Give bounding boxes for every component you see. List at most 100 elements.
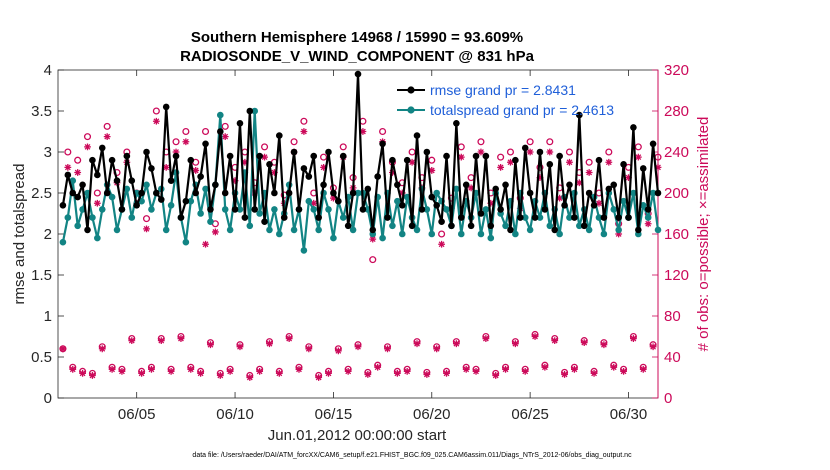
rmse-point (226, 152, 234, 160)
rmse-point (467, 222, 475, 230)
rmse-point (305, 173, 313, 180)
rmse-point (64, 171, 72, 179)
y-tick-left-label: 2.5 (31, 185, 52, 202)
rmse-point (635, 226, 642, 234)
rmse-point (541, 206, 549, 213)
obs-assimilated-point (315, 374, 323, 381)
obs-assimilated-point (197, 370, 205, 377)
y-axis-label: rmse and totalspread (11, 164, 28, 305)
totalspread-point (349, 226, 357, 234)
obs-assimilated-point (266, 340, 273, 348)
obs-assimilated-point (556, 194, 564, 202)
totalspread-point (69, 177, 77, 184)
rmse-point (516, 214, 524, 221)
obs-assimilated-point (384, 345, 391, 353)
obs-assimilated-point (630, 335, 637, 342)
rmse-point (94, 171, 101, 179)
obs-assimilated-point (482, 335, 490, 342)
rmse-point (364, 185, 372, 193)
totalspread-point (207, 218, 214, 225)
obs-assimilated-point (79, 370, 86, 377)
obs-possible-point (261, 143, 269, 151)
y-tick-right-label: 80 (664, 308, 681, 325)
totalspread-point (433, 189, 440, 197)
obs-assimilated-point (246, 374, 254, 381)
obs-possible-point (546, 138, 554, 146)
rmse-point (207, 206, 214, 213)
obs-assimilated-point (143, 225, 150, 233)
rmse-point (300, 165, 308, 172)
rmse-point (497, 206, 504, 213)
rmse-point (403, 156, 411, 164)
chart-title: Southern Hemisphere 14968 / 15990 = 93.6… (191, 29, 523, 46)
totalspread-point (482, 206, 490, 213)
obs-assimilated-point (152, 117, 160, 125)
totalspread-point (423, 206, 431, 213)
totalspread-point (256, 210, 263, 217)
y-tick-left-label: 3 (44, 144, 52, 161)
totalspread-point (310, 206, 318, 213)
totalspread-point (379, 234, 386, 242)
totalspread-point (113, 226, 121, 234)
rmse-point (384, 214, 391, 221)
rmse-point (123, 152, 131, 160)
totalspread-point (202, 185, 209, 193)
obs-assimilated-point (369, 235, 377, 243)
obs-assimilated-point (305, 345, 313, 353)
rmse-point (531, 214, 539, 221)
rmse-point (276, 132, 283, 139)
obs-assimilated-point (221, 133, 229, 141)
y-axis-left: 0 0.5 1 1.5 2 2.5 3 3.5 4 (31, 62, 64, 407)
obs-possible-point (428, 156, 436, 164)
obs-assimilated-point (585, 169, 593, 176)
rmse-point (246, 107, 254, 115)
rmse-point (103, 189, 111, 197)
rmse-series (59, 70, 662, 234)
obs-possible-point (339, 143, 347, 151)
totalspread-point (595, 214, 603, 221)
rmse-point (379, 140, 386, 148)
obs-possible-point (83, 133, 92, 141)
obs-assimilated-point (275, 370, 283, 377)
rmse-point (615, 214, 622, 221)
obs-assimilated-point (590, 370, 598, 377)
totalspread-point (354, 189, 362, 197)
totalspread-point (502, 222, 509, 230)
obs-assimilated-point (128, 337, 136, 344)
totalspread-point (413, 226, 421, 234)
totalspread-point (300, 247, 308, 254)
totalspread-point (89, 214, 96, 221)
obs-assimilated-point (408, 158, 416, 166)
obs-assimilated-point (207, 341, 214, 349)
obs-assimilated-point (507, 158, 514, 166)
rmse-point (69, 189, 77, 197)
y-tick-right-label: 0 (664, 390, 672, 407)
obs-assimilated-point (413, 340, 421, 348)
rmse-point (571, 214, 578, 221)
totalspread-point (276, 230, 283, 238)
rmse-point (649, 140, 657, 148)
rmse-point (526, 189, 534, 197)
totalspread-point (536, 214, 544, 221)
obs-assimilated-point (364, 371, 372, 378)
rmse-point (118, 206, 126, 213)
x-tick-label: 06/10 (216, 406, 254, 423)
rmse-point (79, 181, 86, 189)
y-axis-right: 0 40 80 120 160 200 240 280 320 (652, 62, 689, 407)
totalspread-point (187, 197, 195, 205)
obs-assimilated-point (398, 189, 406, 197)
rmse-point (108, 156, 116, 164)
obs-assimilated-point (231, 177, 239, 185)
obs-assimilated-point (300, 128, 308, 135)
y-tick-right-label: 40 (664, 349, 681, 366)
obs-assimilated-point (477, 148, 485, 156)
rmse-point (457, 214, 465, 221)
rmse-point (143, 148, 150, 156)
y-axis-right-label: # of obs: o=possible; ×=assimilated (695, 117, 712, 352)
obs-assimilated-point (182, 138, 190, 146)
y-tick-left-label: 2 (44, 226, 52, 243)
obs-assimilated-point (551, 337, 559, 344)
obs-possible-point (172, 138, 180, 146)
rmse-point (192, 189, 200, 197)
rmse-point (320, 181, 327, 189)
